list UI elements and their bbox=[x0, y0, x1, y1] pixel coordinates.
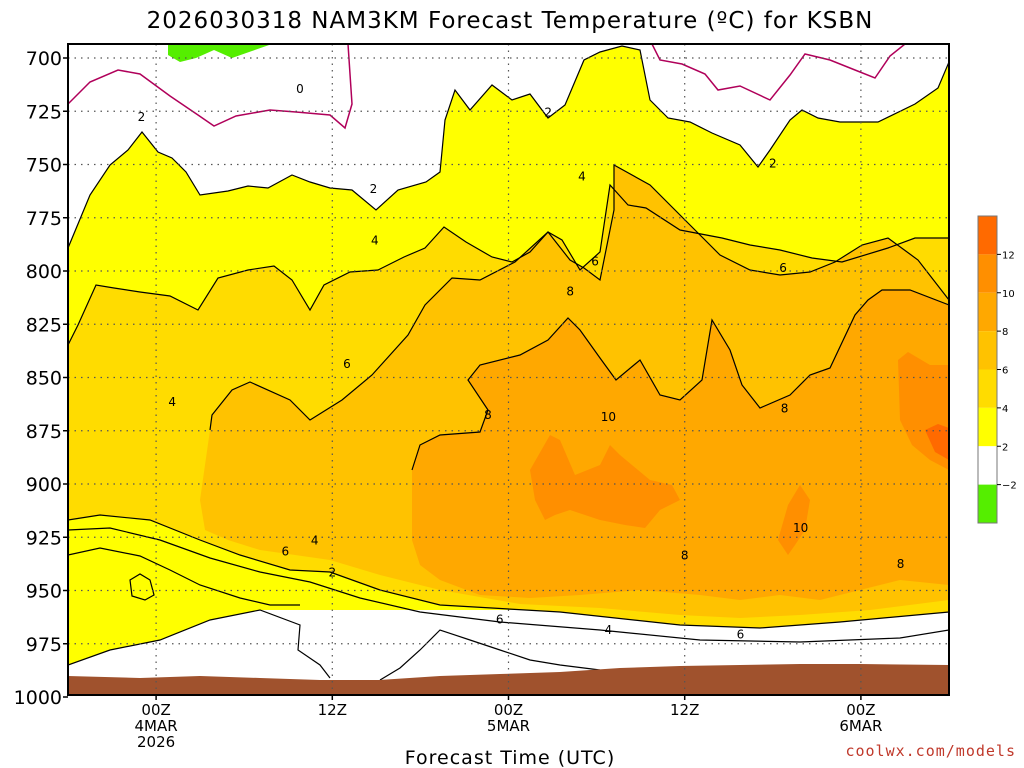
contour-label-21: 8 bbox=[897, 557, 905, 571]
band-orange-10-12-right bbox=[778, 485, 810, 555]
band-green-below-minus2 bbox=[168, 44, 272, 62]
x-tick-label-4: 00Z 6MAR bbox=[839, 701, 882, 735]
y-tick-label-700: 700 bbox=[26, 48, 62, 70]
y-tick-label-850: 850 bbox=[26, 368, 62, 390]
contour-label-23: 10 bbox=[793, 521, 808, 535]
contour-label-6: 4 bbox=[371, 233, 379, 247]
contour-label-9: 4 bbox=[311, 534, 319, 548]
contour-label-19: 8 bbox=[781, 402, 789, 416]
y-tick-label-950: 950 bbox=[26, 581, 62, 603]
contour-label-20: 8 bbox=[681, 549, 689, 563]
y-tick-label-775: 775 bbox=[26, 208, 62, 230]
contour-label-1: 2 bbox=[138, 110, 146, 124]
contour-label-11: 6 bbox=[343, 357, 351, 371]
colorbar-label-3: 6 bbox=[1002, 366, 1008, 377]
contour-line-4 bbox=[68, 183, 949, 346]
grid-lines bbox=[68, 44, 949, 695]
contour-label-4: 2 bbox=[769, 157, 777, 171]
contour-line-8 bbox=[411, 289, 949, 471]
band-orange-8-10 bbox=[412, 290, 949, 600]
x-tick-label-2: 00Z 5MAR bbox=[487, 701, 530, 735]
colorbar-label-4: 4 bbox=[1002, 404, 1008, 415]
contour-label-3: 2 bbox=[544, 106, 552, 120]
contour-label-7: 4 bbox=[578, 169, 586, 183]
y-tick-label-725: 725 bbox=[26, 101, 62, 123]
colorbar-swatch-3 bbox=[978, 331, 997, 370]
colorbar-swatch-5 bbox=[978, 407, 997, 447]
x-axis-ticks: 00Z 4MAR 2026 12Z 00Z 5MAR 12Z 00Z 6MAR bbox=[135, 695, 882, 751]
band-yellow-2-4-lower-left bbox=[68, 610, 260, 665]
x-tick-label-1: 12Z bbox=[318, 701, 347, 719]
colorbar-label-6: −2 bbox=[1002, 481, 1017, 492]
contour-labels: 0 2 2 2 2 2 4 4 4 4 4 6 6 6 6 6 6 8 8 8 8 8 10 10 bbox=[138, 82, 905, 641]
band-orange-12-plus bbox=[925, 424, 949, 460]
contour-line-6 bbox=[209, 163, 949, 431]
x-tick-label-0: 00Z 4MAR 2026 bbox=[135, 701, 178, 751]
colorbar-swatch-0 bbox=[978, 216, 997, 255]
chart-title: 2026030318 NAM3KM Forecast Temperature (… bbox=[147, 8, 874, 34]
y-tick-label-925: 925 bbox=[26, 527, 62, 549]
y-tick-label-975: 975 bbox=[26, 634, 62, 656]
y-tick-label-825: 825 bbox=[26, 314, 62, 336]
colorbar-label-5: 2 bbox=[1002, 442, 1008, 453]
plot-area: 0 2 2 2 2 2 4 4 4 4 4 6 6 6 6 6 6 8 8 8 8 8 10 10 bbox=[68, 44, 949, 695]
contour-label-5: 2 bbox=[328, 566, 336, 580]
y-tick-label-875: 875 bbox=[26, 421, 62, 443]
colorbar-swatch-4 bbox=[978, 369, 997, 408]
y-tick-label-900: 900 bbox=[26, 474, 62, 496]
x-axis-label: Forecast Time (UTC) bbox=[405, 747, 615, 768]
contour-label-16: 6 bbox=[737, 627, 745, 641]
y-axis-ticks: 700 725 750 775 800 825 850 875 900 925 950 975 1000 bbox=[14, 48, 68, 709]
colorbar-label-2: 8 bbox=[1002, 327, 1008, 338]
contour-label-8: 4 bbox=[168, 395, 176, 409]
colorbar-swatch-2 bbox=[978, 292, 997, 332]
colorbar-label-1: 10 bbox=[1002, 289, 1015, 300]
contour-label-0: 0 bbox=[296, 82, 304, 96]
contour-label-22: 10 bbox=[601, 410, 616, 424]
y-tick-label-1000: 1000 bbox=[14, 687, 62, 709]
contour-label-14: 6 bbox=[281, 544, 289, 558]
colorbar-label-0: 12 bbox=[1002, 250, 1015, 261]
colorbar: 12 10 8 6 4 2 −2 bbox=[977, 215, 1017, 524]
contour-label-10: 4 bbox=[605, 623, 613, 637]
contour-line-lower-stack bbox=[68, 514, 949, 629]
contour-label-2: 2 bbox=[370, 182, 378, 196]
colorbar-swatch-1 bbox=[978, 254, 997, 293]
contour-line-0 bbox=[68, 44, 353, 130]
contour-line-lower-left-2 bbox=[68, 609, 331, 679]
colorbar-swatch-6 bbox=[978, 446, 997, 485]
contour-line-0-right bbox=[651, 44, 906, 101]
colorbar-swatch-7 bbox=[978, 484, 997, 523]
contour-label-17: 8 bbox=[566, 284, 574, 298]
contour-line-lower-stack-2 bbox=[68, 527, 949, 643]
x-tick-label-3: 12Z bbox=[670, 701, 699, 719]
contour-label-18: 8 bbox=[484, 408, 492, 422]
contour-line-lower-left-white bbox=[68, 547, 300, 606]
ground-surface bbox=[68, 664, 949, 695]
contour-line-small-loop bbox=[129, 573, 155, 601]
y-tick-label-800: 800 bbox=[26, 261, 62, 283]
contour-line-2 bbox=[68, 45, 949, 249]
contour-line-lower-2b bbox=[379, 629, 601, 681]
contour-label-13: 6 bbox=[779, 261, 787, 275]
contour-label-15: 6 bbox=[496, 612, 504, 626]
y-tick-label-750: 750 bbox=[26, 155, 62, 177]
band-orange-10-12-center bbox=[530, 435, 680, 528]
credit-text: coolwx.com/models bbox=[845, 742, 1016, 760]
contour-label-12: 6 bbox=[591, 255, 599, 269]
